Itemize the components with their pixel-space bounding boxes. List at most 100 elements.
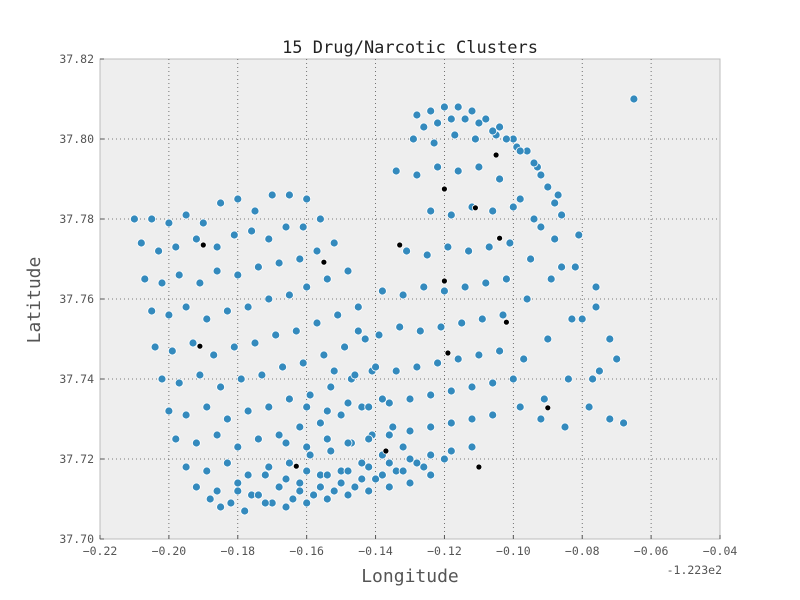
incident-point: [233, 478, 243, 488]
incident-point: [181, 302, 191, 312]
incident-point: [405, 478, 415, 488]
incident-point: [343, 438, 353, 448]
x-ticks: −0.22 −0.20 −0.18 −0.16 −0.14 −0.12 −0.10 −0.08…: [83, 535, 737, 558]
x-tick-label: −0.20: [152, 544, 187, 558]
incident-point: [147, 306, 157, 316]
incident-point: [191, 438, 201, 448]
incident-point: [264, 462, 274, 472]
cluster-center-point: [440, 185, 448, 193]
incident-point: [402, 246, 412, 256]
incident-point: [415, 326, 425, 336]
incident-point: [553, 190, 563, 200]
incident-point: [467, 414, 477, 424]
incident-point: [222, 414, 232, 424]
incident-point: [605, 334, 615, 344]
incident-point: [302, 282, 312, 292]
y-tick-label: 37.80: [59, 132, 94, 146]
incident-point: [619, 418, 628, 428]
cluster-center-point: [471, 204, 479, 212]
incident-point: [450, 130, 460, 140]
incident-point: [226, 498, 236, 508]
x-tick-label: −0.08: [565, 544, 600, 558]
incident-point: [322, 470, 332, 480]
incident-point: [443, 242, 453, 252]
incident-point: [377, 286, 387, 296]
incident-point: [336, 478, 346, 488]
incident-point: [588, 374, 597, 384]
incident-point: [488, 378, 498, 388]
incident-point: [436, 322, 446, 332]
incident-point: [426, 206, 436, 216]
incident-point: [488, 206, 498, 216]
incident-point: [391, 166, 401, 176]
cluster-center-point: [544, 404, 552, 412]
incident-point: [605, 414, 615, 424]
incident-point: [529, 158, 539, 168]
incident-point: [322, 274, 332, 284]
incident-point: [171, 434, 181, 444]
incident-point: [508, 374, 518, 384]
incident-point: [501, 274, 511, 284]
incident-point: [253, 434, 263, 444]
incident-point: [398, 442, 408, 452]
incident-point: [140, 274, 150, 284]
incident-point: [388, 422, 398, 432]
incident-point: [470, 134, 480, 144]
incident-point: [412, 170, 422, 180]
incident-point: [357, 458, 367, 468]
incident-point: [474, 118, 484, 128]
incident-point: [398, 466, 408, 476]
x-tick-label: −0.10: [496, 544, 531, 558]
incident-point: [426, 422, 436, 432]
incident-point: [560, 422, 570, 432]
incident-point: [419, 462, 429, 472]
incident-point: [171, 242, 181, 252]
incident-point: [253, 490, 263, 500]
incident-point: [439, 102, 449, 112]
incident-point: [284, 394, 294, 404]
incident-point: [371, 362, 381, 372]
incident-point: [136, 238, 146, 248]
incident-point: [284, 290, 294, 300]
x-tick-label: −0.12: [427, 544, 462, 558]
cluster-center-point: [440, 277, 448, 285]
incident-point: [408, 134, 418, 144]
incident-point: [439, 454, 449, 464]
incident-point: [174, 378, 184, 388]
cluster-center-point: [199, 241, 207, 249]
incident-point: [281, 474, 291, 484]
incident-point: [412, 458, 422, 468]
incident-point: [315, 418, 325, 428]
cluster-center-point: [196, 342, 204, 350]
incident-point: [164, 310, 174, 320]
incident-point: [460, 114, 470, 124]
incident-point: [453, 102, 463, 112]
incident-point: [505, 238, 515, 248]
incident-point: [529, 214, 539, 224]
incident-point: [319, 350, 329, 360]
cluster-center-point: [382, 447, 390, 455]
cluster-center-point: [292, 462, 300, 470]
incident-point: [229, 342, 239, 352]
incident-point: [574, 230, 584, 240]
incident-point: [302, 498, 312, 508]
incident-point: [350, 370, 360, 380]
incident-point: [202, 402, 212, 412]
incident-point: [584, 402, 594, 412]
incident-point: [350, 482, 360, 492]
y-tick-label: 37.76: [59, 292, 94, 306]
incident-point: [464, 246, 474, 256]
incident-point: [298, 358, 308, 368]
incident-point: [195, 278, 205, 288]
incident-point: [343, 490, 353, 500]
incident-point: [343, 266, 353, 276]
x-tick-label: −0.14: [358, 544, 393, 558]
incident-point: [564, 374, 573, 384]
incident-point: [343, 398, 353, 408]
incident-point: [326, 382, 336, 392]
x-tick-label: −0.06: [634, 544, 669, 558]
incident-point: [591, 282, 601, 292]
incident-point: [322, 434, 332, 444]
incident-point: [567, 314, 577, 324]
incident-point: [322, 494, 332, 504]
